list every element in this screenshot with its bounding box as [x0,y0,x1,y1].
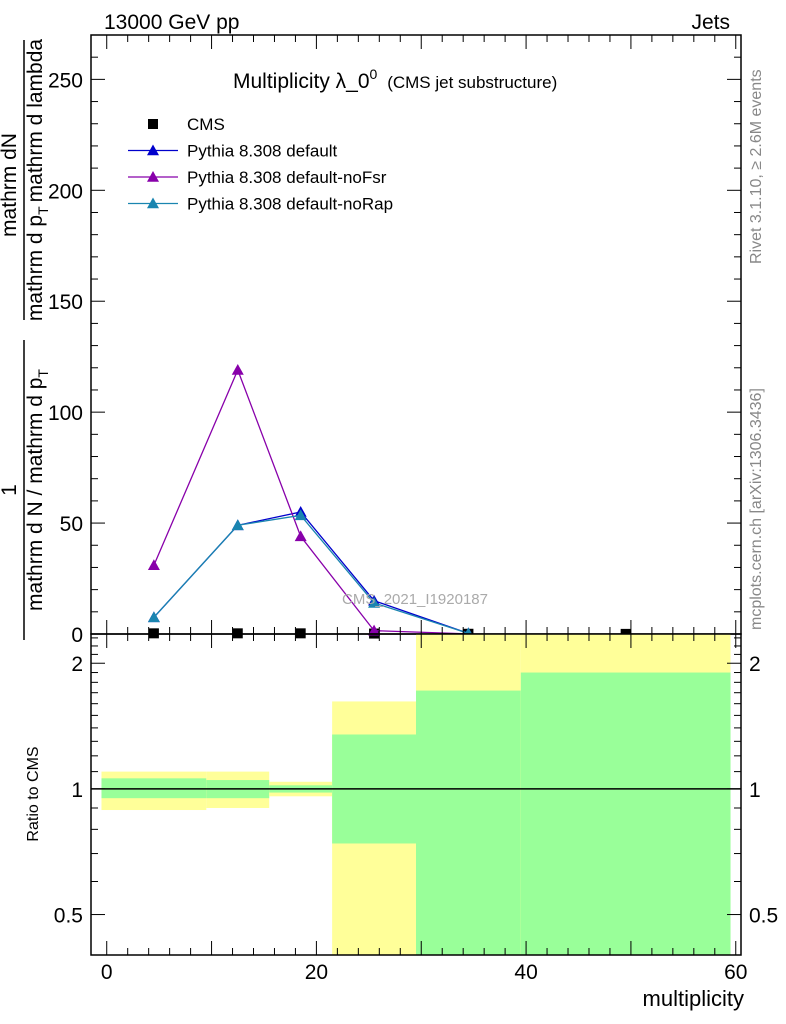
title-text: Multiplicity λ_0 [233,70,370,93]
ratio-xtick-label: 20 [305,961,328,984]
series-point-3 [368,596,381,608]
main-ylabel: 1 mathrm d N / mathrm d pT mathrm dN mat… [0,39,51,640]
series-point-3 [147,611,160,623]
series-line-1 [153,511,469,634]
ylabel-fraction-bottom-right: mathrm d pTmathrm d lambda [24,39,51,321]
main-ytick-label: 250 [48,69,83,92]
legend-label-3: Pythia 8.308 default-noRap [187,195,393,214]
mcplots-label: mcplots.cern.ch [arXiv:1306.3436] [748,388,765,630]
main-title: Multiplicity λ_00 (CMS jet substructure) [233,61,557,93]
ylabel-bottom-sub: T [35,369,51,378]
ratio-ytick-label-left: 2 [71,653,83,676]
xlabel: multiplicity [643,986,744,1011]
series-point-2 [147,559,160,571]
legend-label-2: Pythia 8.308 default-noFsr [187,168,387,187]
ratio-y-ticks: 0.5 0.5 1 1 2 2 [54,637,778,956]
rivet-version-label: Rivet 3.1.10, ≥ 2.6M events [748,69,765,264]
ratio-xtick-label: 0 [101,961,113,984]
series-point-3 [294,509,307,521]
legend-marker-1 [147,144,159,156]
legend-marker-cms [148,119,158,129]
main-x-ticks [106,35,737,634]
legend-marker-3 [147,197,159,209]
legend-label-1: Pythia 8.308 default [187,142,338,161]
ratio-frame [90,633,742,956]
ylabel-br-tail: mathrm d lambda [24,39,47,203]
title-sup: 0 [370,66,378,82]
watermark: CMS_2021_I1920187 [342,591,488,608]
header-right: Jets [691,11,730,34]
series-line-3 [153,514,469,634]
legend-label-0: CMS [187,115,225,134]
series-point-2 [368,624,381,636]
main-ytick-label: 150 [48,291,83,314]
series-point-3 [231,519,244,531]
legend-marker-2 [147,171,159,182]
ratio-bands [101,634,731,955]
ratio-ytick-label-right: 1 [749,779,761,802]
ratio-plot: 0.5 0.5 1 1 2 2 0 20 40 60 [54,633,778,984]
ratio-ytick-label-right: 2 [749,653,761,676]
ylabel-fraction-top-n: mathrm dN [0,133,21,237]
ylabel-br-sub: T [35,206,51,215]
ratio-ytick-label-right: 0.5 [749,905,778,928]
title-suffix: (CMS jet substructure) [387,73,557,92]
ratio-xtick-label: 60 [724,961,747,984]
ratio-x-ticks: 0 20 40 60 [101,634,747,984]
ylabel-fraction-top-one: 1 [0,484,21,496]
header-left: 13000 GeV pp [104,11,239,34]
ratio-ytick-label-left: 0.5 [54,905,83,928]
series-point-2 [294,530,307,542]
ylabel-fraction-bottom: mathrm d N / mathrm d pT [24,369,51,611]
main-ytick-label: 50 [60,513,83,536]
main-ytick-label: 0 [71,624,83,647]
legend: CMS Pythia 8.308 default Pythia 8.308 defa… [128,115,393,214]
main-ytick-label: 100 [48,402,83,425]
ratio-xtick-label: 40 [514,961,537,984]
ratio-ytick-label-left: 1 [71,779,83,802]
ylabel-br-a: mathrm d p [24,215,47,321]
ratio-green-band-5 [520,672,731,955]
ratio-ylabel: Ratio to CMS [25,746,42,841]
ylabel-bottom-a: mathrm d N / mathrm d p [24,378,47,611]
series-point-2 [231,363,244,375]
main-ytick-label: 200 [48,180,83,203]
ratio-green-band-4 [416,690,521,955]
